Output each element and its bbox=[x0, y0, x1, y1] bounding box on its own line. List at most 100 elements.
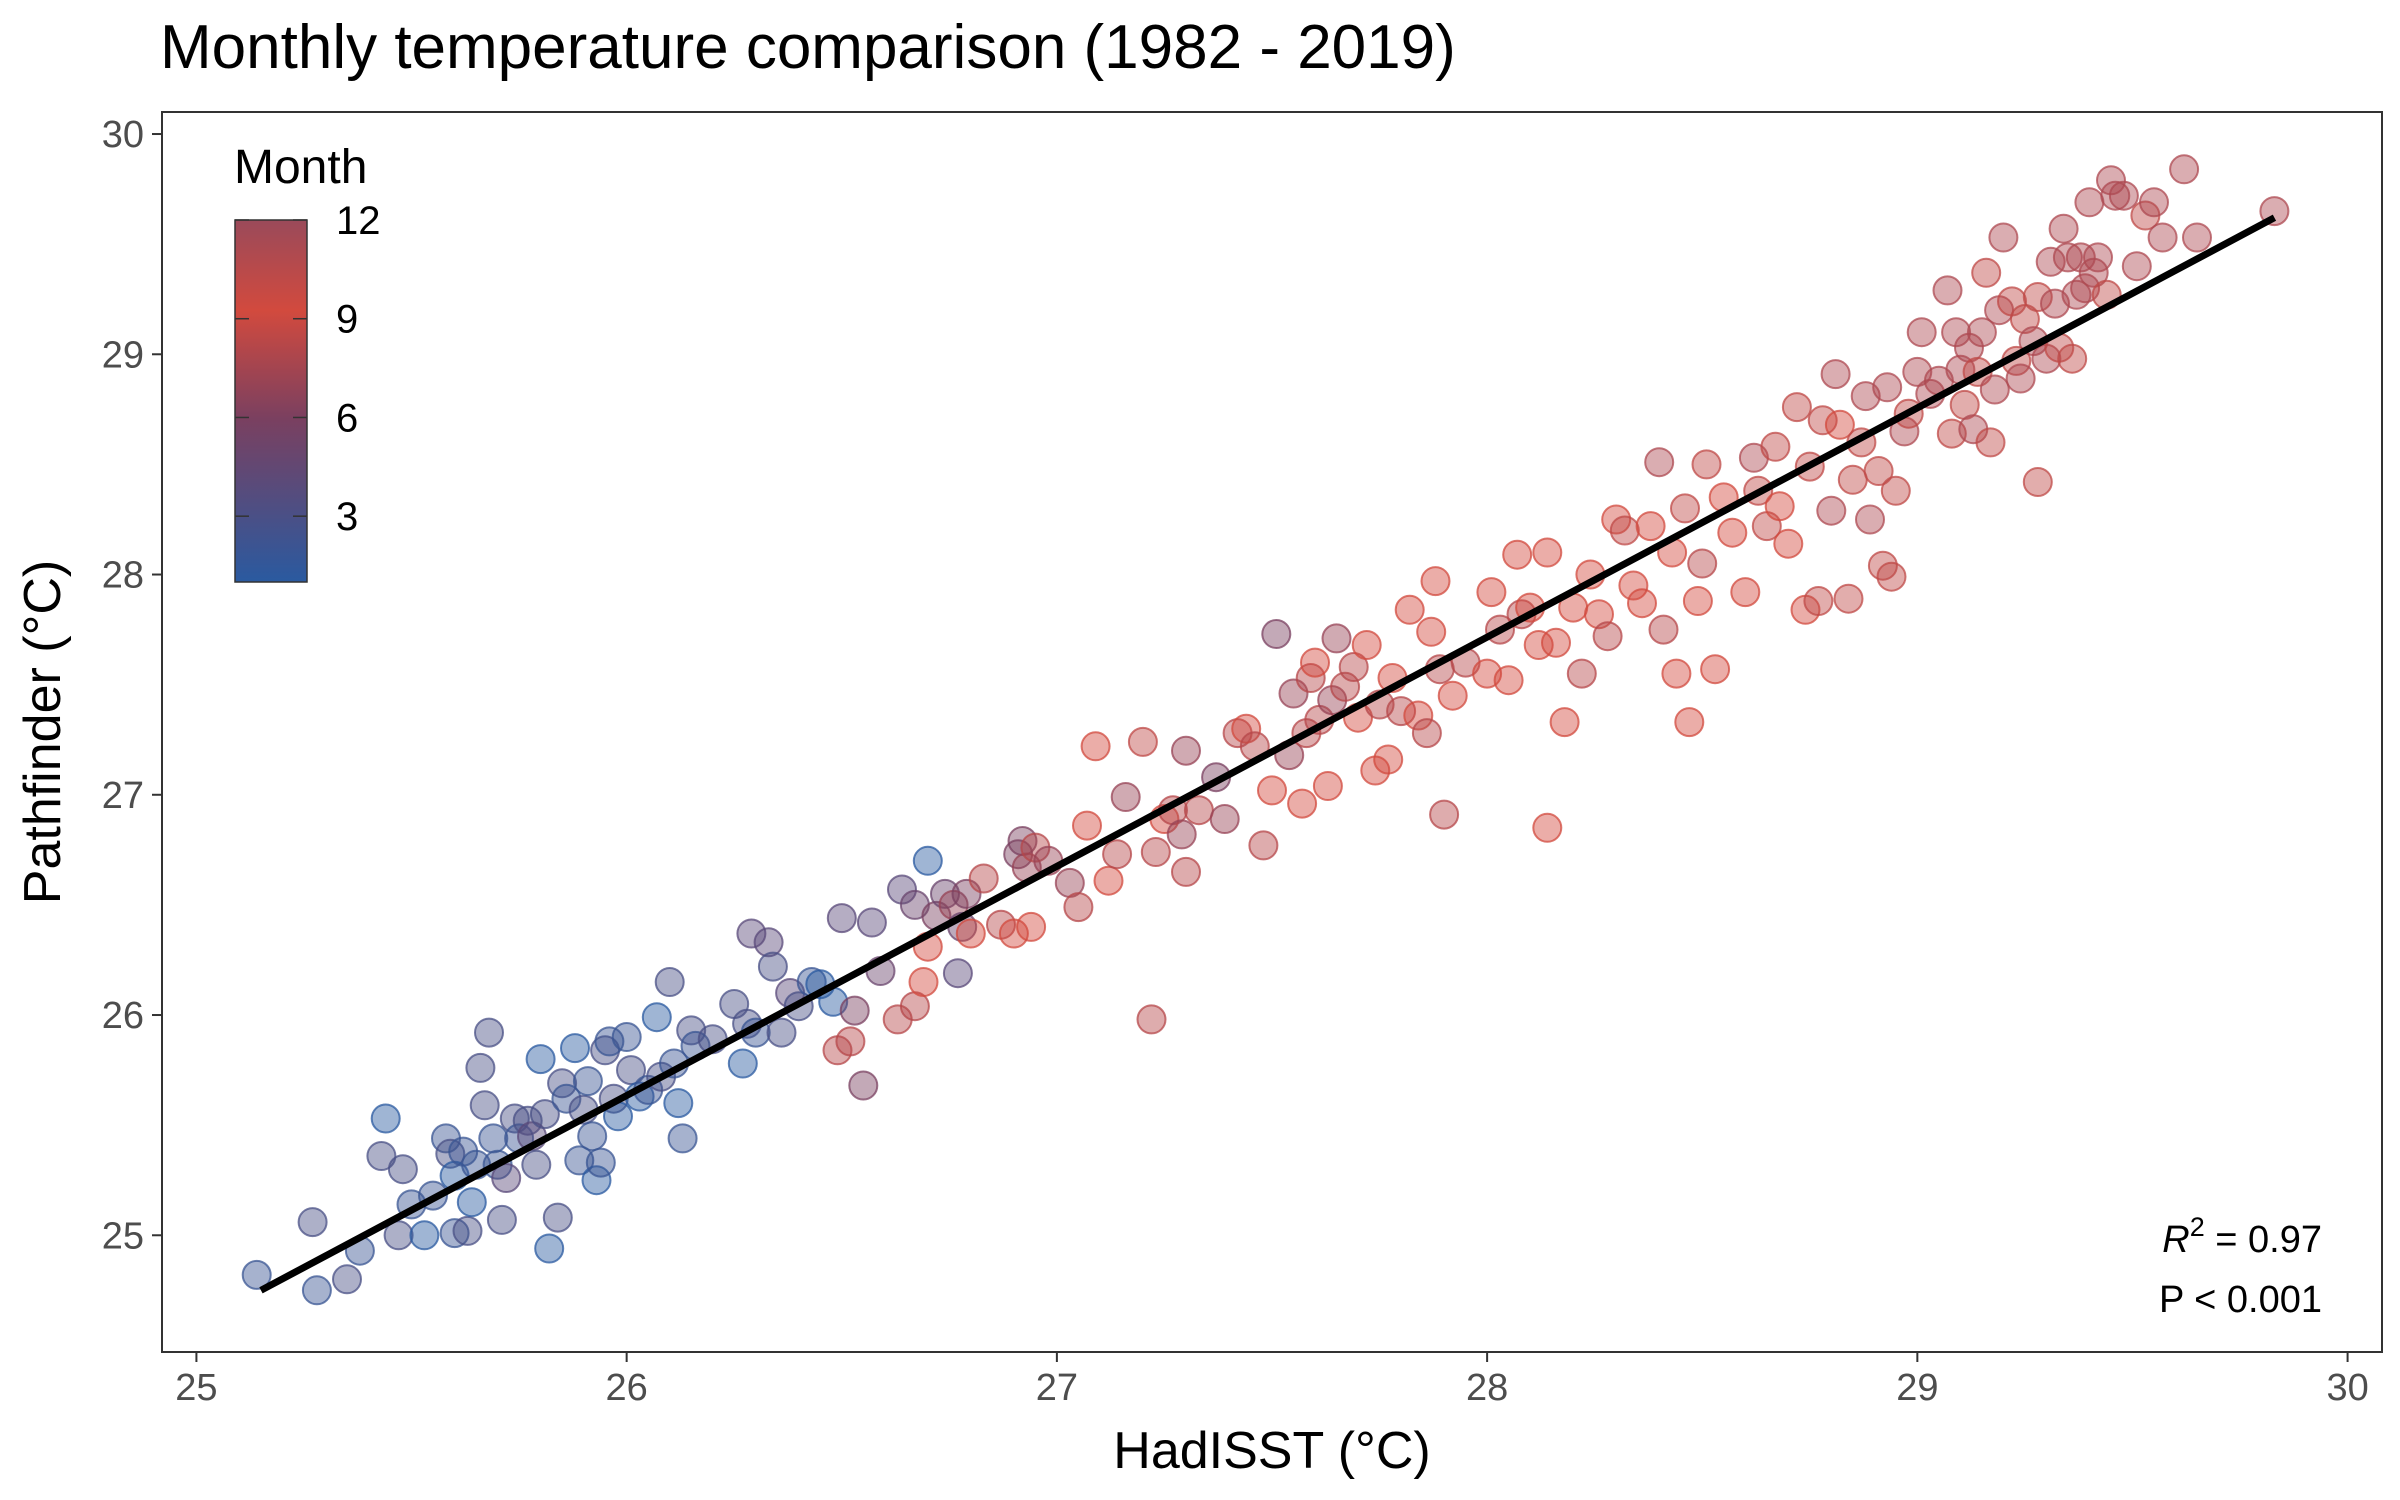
data-point bbox=[1136, 1004, 1167, 1035]
data-point bbox=[1338, 652, 1369, 682]
y-tick-label: 29 bbox=[102, 334, 144, 376]
data-point bbox=[585, 1147, 616, 1178]
data-point bbox=[542, 1202, 573, 1233]
data-point bbox=[1300, 647, 1330, 678]
data-point bbox=[757, 951, 788, 982]
data-point bbox=[654, 967, 685, 997]
legend-colorbar bbox=[234, 219, 308, 583]
data-point bbox=[2065, 242, 2096, 273]
data-point bbox=[560, 1033, 590, 1064]
data-point bbox=[370, 1103, 401, 1134]
data-point bbox=[577, 1121, 608, 1152]
data-point bbox=[727, 1048, 758, 1079]
regression-line bbox=[259, 214, 2277, 1294]
data-point bbox=[581, 1165, 612, 1196]
data-point bbox=[848, 1070, 879, 1101]
data-point bbox=[1618, 570, 1649, 601]
data-point bbox=[1411, 718, 1442, 749]
data-point bbox=[2182, 222, 2212, 253]
data-point bbox=[1072, 810, 1102, 841]
data-point bbox=[912, 845, 943, 876]
data-point bbox=[2121, 251, 2152, 282]
x-tick-label: 27 bbox=[1036, 1367, 1078, 1409]
data-point bbox=[2035, 246, 2066, 277]
r-squared-value: = 0.97 bbox=[2205, 1219, 2322, 1261]
data-point bbox=[616, 1055, 646, 1086]
data-point bbox=[2100, 180, 2131, 211]
data-point bbox=[1609, 515, 1640, 546]
data-point bbox=[1063, 892, 1094, 923]
data-point bbox=[1093, 865, 1124, 896]
color-legend: Month 3 6 9 12 bbox=[234, 141, 381, 583]
data-point bbox=[1257, 775, 1287, 806]
data-point bbox=[1403, 700, 1434, 731]
data-point bbox=[1080, 731, 1111, 762]
data-point bbox=[1171, 856, 1201, 887]
data-point bbox=[521, 1149, 552, 1180]
data-point bbox=[1420, 566, 1451, 597]
r-symbol: R bbox=[2162, 1219, 2189, 1261]
data-point bbox=[1584, 599, 1614, 630]
data-point bbox=[1816, 495, 1847, 526]
data-point bbox=[1824, 409, 1855, 440]
data-point bbox=[1566, 658, 1597, 689]
data-point bbox=[1966, 317, 1997, 348]
data-point bbox=[1110, 782, 1141, 812]
data-point bbox=[1820, 359, 1851, 390]
data-point bbox=[968, 863, 999, 894]
data-point bbox=[1532, 812, 1563, 843]
data-point bbox=[387, 1154, 418, 1185]
data-point bbox=[1437, 680, 1468, 711]
legend-tick-label: 6 bbox=[336, 396, 358, 440]
data-point bbox=[835, 1026, 866, 1057]
y-tick-label: 26 bbox=[102, 995, 144, 1037]
data-point bbox=[955, 918, 986, 949]
data-point bbox=[525, 1044, 556, 1075]
data-point bbox=[1231, 713, 1262, 744]
data-point bbox=[1549, 707, 1580, 738]
data-point bbox=[1166, 819, 1197, 850]
data-point bbox=[572, 1066, 603, 1097]
data-point bbox=[839, 995, 870, 1026]
data-point bbox=[1880, 475, 1911, 506]
data-point bbox=[529, 1099, 560, 1130]
data-point bbox=[2057, 343, 2088, 374]
data-point bbox=[1691, 449, 1722, 480]
data-point bbox=[1773, 528, 1804, 559]
data-point bbox=[2074, 187, 2105, 218]
data-point bbox=[1541, 627, 1571, 658]
data-point bbox=[1932, 275, 1963, 306]
x-axis-label: HadISST (°C) bbox=[1113, 1422, 1430, 1480]
data-point bbox=[1476, 577, 1507, 608]
x-axis: 25 26 27 28 29 30 bbox=[175, 1352, 2369, 1409]
data-point bbox=[1764, 491, 1795, 522]
data-point bbox=[1592, 621, 1623, 652]
data-point bbox=[1140, 837, 1171, 867]
data-point bbox=[456, 1187, 487, 1218]
data-point bbox=[332, 1264, 362, 1295]
data-point bbox=[1644, 447, 1675, 478]
data-point bbox=[474, 1017, 504, 1048]
y-tick-label: 28 bbox=[102, 555, 144, 597]
x-tick-label: 30 bbox=[2326, 1367, 2368, 1409]
data-point bbox=[297, 1207, 328, 1238]
x-tick-label: 25 bbox=[175, 1367, 217, 1409]
y-tick-label: 25 bbox=[102, 1215, 144, 1257]
data-point bbox=[301, 1275, 332, 1306]
data-point bbox=[1248, 830, 1279, 861]
data-point bbox=[1373, 744, 1404, 775]
data-point bbox=[1682, 586, 1713, 616]
data-point bbox=[594, 1026, 625, 1057]
legend-title: Month bbox=[234, 141, 367, 194]
data-point bbox=[2022, 282, 2053, 312]
data-point bbox=[1648, 614, 1679, 645]
data-point bbox=[1627, 588, 1657, 619]
data-point bbox=[1394, 594, 1425, 625]
data-point bbox=[241, 1259, 272, 1290]
data-point bbox=[1872, 372, 1903, 403]
data-point bbox=[2147, 222, 2178, 253]
y-tick-label: 27 bbox=[102, 775, 144, 817]
data-point bbox=[1988, 222, 2019, 253]
data-point bbox=[1687, 548, 1718, 579]
data-point bbox=[942, 958, 973, 989]
